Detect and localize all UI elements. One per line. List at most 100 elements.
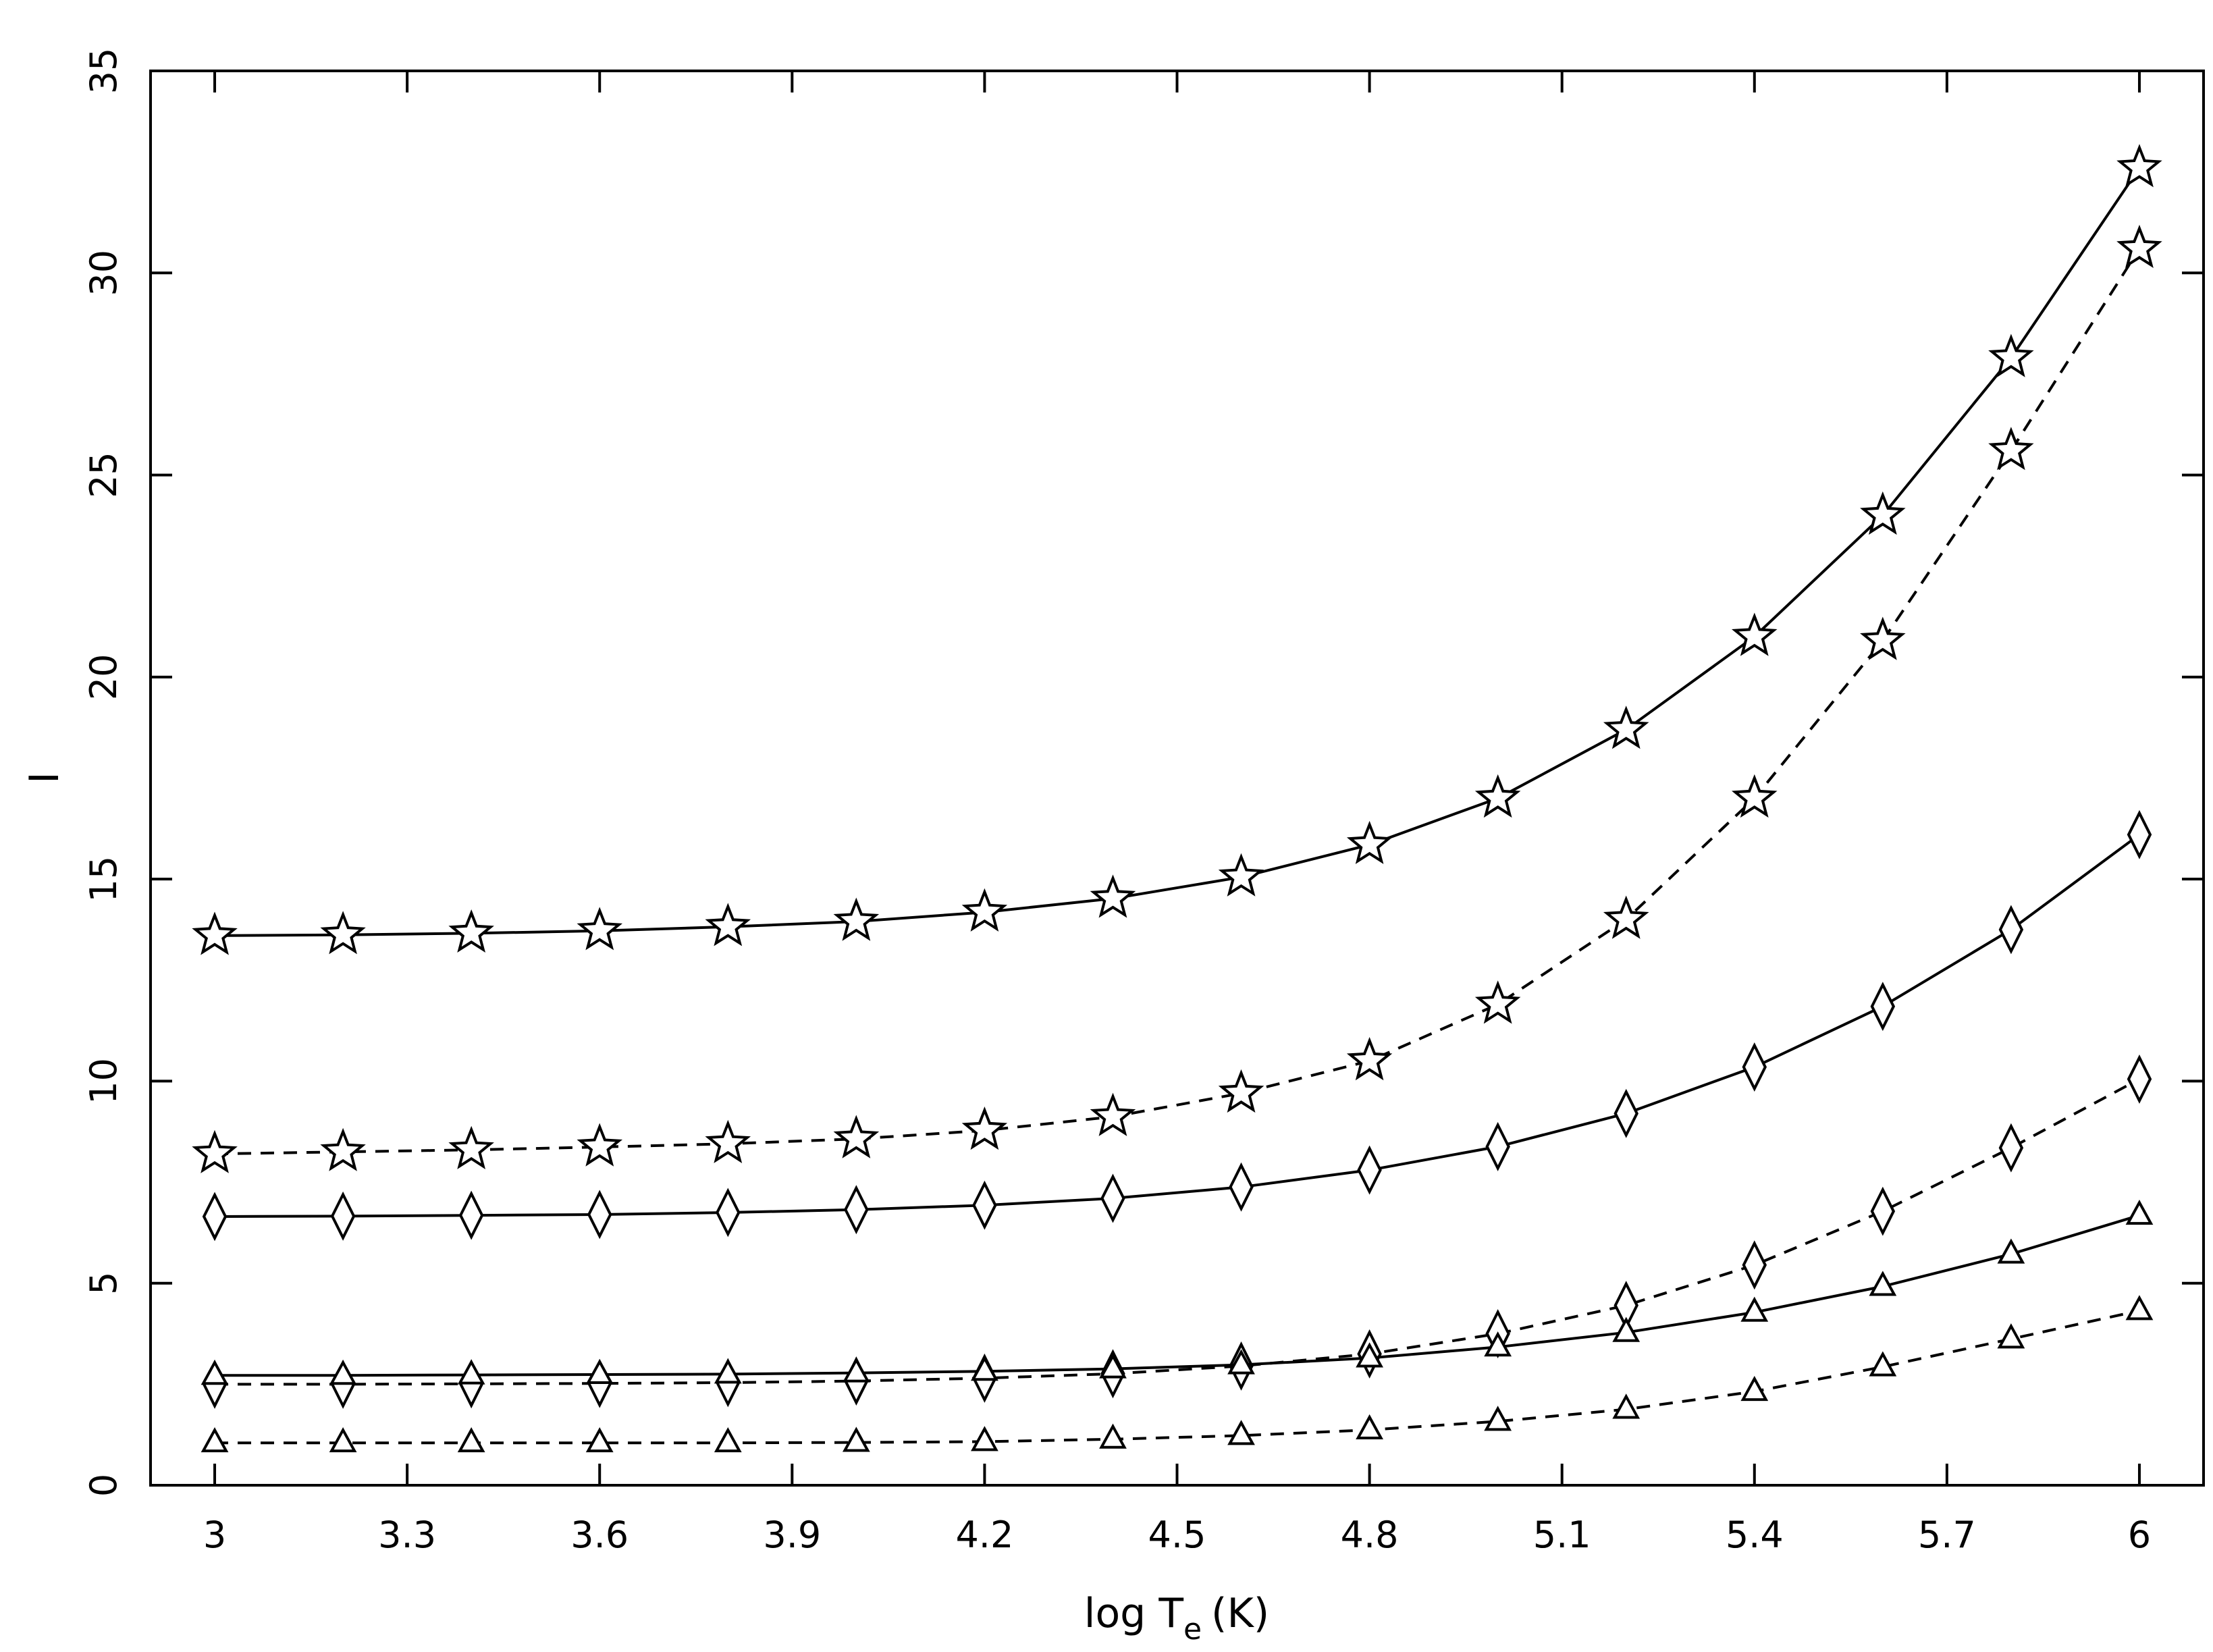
series-path-4 [215, 1077, 2140, 1386]
data-point-star-marker [1218, 1069, 1264, 1113]
data-point-star-marker [833, 897, 880, 941]
y-tick-label: 10 [82, 1058, 125, 1104]
series-line-1 [192, 144, 2162, 955]
data-point-diamond-marker [1485, 1121, 1510, 1171]
data-point-star-marker [833, 1115, 880, 1158]
data-point-triangle-marker [201, 1427, 229, 1453]
y-tick-label: 15 [82, 856, 125, 903]
data-point-star-marker [1860, 491, 1906, 535]
series-path-2 [214, 248, 2141, 1156]
data-point-diamond-marker [1614, 1088, 1638, 1138]
series-line-6 [201, 1295, 2154, 1453]
data-point-triangle-marker [971, 1356, 998, 1381]
data-point-triangle-marker [1356, 1342, 1383, 1368]
data-point-star-marker [2116, 224, 2162, 269]
series-line-5 [201, 1199, 2154, 1385]
data-point-triangle-marker [585, 1427, 614, 1453]
series-line-3 [202, 809, 2152, 1242]
x-tick-label: 5.7 [1918, 1514, 1976, 1556]
x-tick-label: 3 [203, 1514, 226, 1556]
y-axis-ticks: 0 5 10 15 20 25 30 35 [82, 48, 2204, 1497]
data-point-star-marker [192, 1129, 238, 1173]
data-point-diamond-marker [2127, 1054, 2152, 1104]
data-point-diamond-marker [1100, 1173, 1125, 1223]
y-tick-label: 0 [82, 1474, 125, 1497]
data-point-triangle-marker [1997, 1323, 2025, 1349]
data-point-triangle-marker [1997, 1238, 2025, 1264]
x-tick-label: 5.4 [1726, 1514, 1784, 1556]
x-axis-ticks: 3 3.3 3.6 3.9 4.2 4.5 4.8 5.1 5.4 5.7 6 [203, 71, 2151, 1556]
y-tick-label: 20 [82, 654, 125, 700]
data-point-diamond-marker [1998, 905, 2024, 955]
data-point-triangle-marker [842, 1427, 870, 1452]
data-point-triangle-marker [1869, 1271, 1897, 1296]
data-point-triangle-marker [1227, 1420, 1255, 1445]
series-layer [192, 144, 2162, 1453]
y-tick-label: 35 [82, 48, 125, 95]
x-tick-label: 3.3 [378, 1514, 436, 1556]
data-point-triangle-marker [1740, 1375, 1769, 1402]
data-point-star-marker [1474, 774, 1521, 818]
data-point-diamond-marker [1998, 1123, 2024, 1173]
series-path-1 [214, 167, 2141, 937]
data-point-triangle-marker [842, 1357, 870, 1383]
data-point-star-marker [961, 1107, 1008, 1150]
data-point-star-marker [961, 888, 1008, 932]
data-point-diamond-marker [2127, 809, 2152, 859]
plot-frame [149, 70, 2205, 1487]
data-point-diamond-marker [330, 1191, 356, 1241]
data-point-star-marker [1090, 1092, 1136, 1136]
data-point-triangle-marker [2125, 1295, 2154, 1321]
series-path-6 [215, 1309, 2140, 1445]
data-point-triangle-marker [2125, 1199, 2154, 1225]
data-point-triangle-marker [714, 1427, 742, 1453]
x-tick-label: 3.6 [570, 1514, 629, 1556]
data-point-triangle-marker [585, 1358, 614, 1384]
x-tick-label: 6 [2128, 1514, 2151, 1556]
y-axis-label: I [21, 772, 68, 784]
data-point-triangle-marker [1099, 1353, 1127, 1379]
data-point-triangle-marker [1356, 1414, 1383, 1439]
data-point-star-marker [1346, 820, 1393, 864]
data-point-star-marker [705, 1119, 751, 1163]
data-point-diamond-marker [716, 1188, 741, 1237]
series-path-3 [214, 833, 2141, 1218]
data-point-star-marker [320, 1127, 366, 1171]
data-point-star-marker [1988, 334, 2034, 377]
data-point-triangle-marker [201, 1360, 229, 1385]
data-point-triangle-marker [1869, 1351, 1897, 1377]
data-point-triangle-marker [457, 1359, 485, 1385]
x-tick-label: 4.8 [1341, 1514, 1399, 1556]
data-point-triangle-marker [329, 1427, 357, 1453]
y-tick-label: 30 [82, 250, 125, 296]
data-point-star-marker [1603, 705, 1649, 749]
data-point-triangle-marker [1740, 1296, 1769, 1322]
series-line-4 [202, 1054, 2152, 1409]
series-path-5 [215, 1214, 2140, 1377]
data-point-diamond-marker [458, 1190, 484, 1240]
data-point-diamond-marker [844, 1185, 869, 1235]
x-axis-label: log Te (K) [1084, 1590, 1269, 1647]
y-tick-label: 25 [82, 452, 125, 498]
data-point-diamond-marker [587, 1190, 612, 1240]
data-point-triangle-marker [714, 1358, 742, 1384]
data-point-star-marker [2116, 144, 2162, 188]
series-line-2 [192, 224, 2162, 1173]
data-point-triangle-marker [1099, 1423, 1127, 1449]
x-tick-label: 4.5 [1148, 1514, 1206, 1556]
data-point-triangle-marker [457, 1427, 485, 1453]
data-point-diamond-marker [972, 1180, 997, 1230]
data-point-star-marker [1090, 874, 1136, 918]
data-point-star-marker [320, 911, 366, 955]
data-point-triangle-marker [1484, 1331, 1512, 1357]
data-point-star-marker [1218, 853, 1264, 897]
data-point-star-marker [1731, 612, 1778, 656]
data-point-star-marker [1860, 616, 1906, 660]
data-point-triangle-marker [1484, 1406, 1512, 1431]
data-point-diamond-marker [1357, 1145, 1382, 1195]
y-tick-label: 5 [82, 1272, 125, 1295]
data-point-star-marker [1988, 427, 2034, 471]
data-point-triangle-marker [1612, 1393, 1641, 1419]
x-tick-label: 5.1 [1533, 1514, 1591, 1556]
